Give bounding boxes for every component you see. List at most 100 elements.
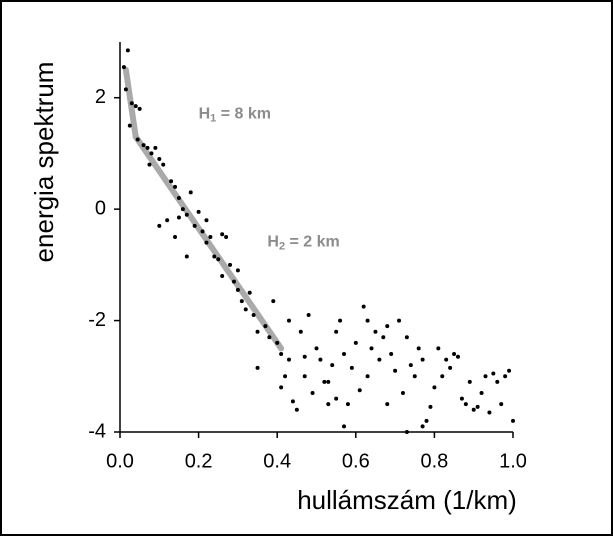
point (448, 365, 453, 370)
point (228, 262, 233, 267)
point (318, 357, 323, 362)
point (420, 424, 425, 429)
point (306, 313, 311, 317)
point (184, 212, 189, 217)
point (499, 402, 504, 407)
point (503, 374, 508, 379)
annotation-main: H (267, 234, 279, 251)
point (302, 354, 307, 359)
point (349, 365, 354, 370)
point (373, 329, 378, 334)
point (169, 179, 174, 184)
point (338, 318, 343, 323)
point (173, 184, 178, 189)
x-tick-label: 0.6 (342, 450, 370, 472)
point (135, 137, 140, 142)
point (286, 318, 291, 323)
point (444, 357, 449, 362)
point (326, 379, 331, 384)
point (147, 162, 152, 167)
point (483, 374, 488, 379)
annotation-sub: 1 (210, 112, 216, 124)
point (471, 407, 476, 412)
point (153, 145, 158, 150)
point (204, 218, 209, 223)
point (408, 363, 413, 368)
point (161, 162, 166, 167)
x-tick-label: 0.2 (185, 450, 213, 472)
point (239, 299, 244, 304)
point (176, 215, 181, 220)
point (157, 223, 162, 228)
point (377, 357, 382, 362)
x-tick-label: 0.0 (106, 450, 134, 472)
point (275, 340, 280, 345)
point (235, 287, 240, 292)
point (204, 240, 209, 245)
point (121, 65, 126, 70)
x-tick-label: 1.0 (499, 450, 527, 472)
point (157, 157, 162, 161)
point (251, 313, 256, 317)
point (467, 379, 472, 384)
annotation-rest: = 2 km (285, 234, 340, 251)
point (361, 304, 366, 309)
point (342, 424, 347, 429)
point (294, 407, 299, 412)
point (479, 391, 484, 395)
x-tick-label: 0.4 (263, 450, 291, 472)
point (180, 207, 185, 212)
point (330, 363, 335, 368)
point (192, 223, 197, 228)
point (385, 324, 390, 329)
point (286, 357, 291, 362)
point (224, 235, 229, 239)
point (314, 346, 319, 351)
point (255, 329, 260, 334)
point (141, 143, 146, 148)
point (507, 368, 512, 373)
point (137, 106, 142, 111)
point (357, 388, 362, 393)
point (127, 123, 132, 128)
annotation: H1 = 8 km (199, 106, 271, 125)
point (452, 352, 457, 356)
point (412, 374, 417, 379)
point (334, 329, 339, 334)
point (149, 151, 154, 156)
point (173, 235, 178, 239)
point (495, 379, 500, 384)
point (176, 196, 181, 200)
point (369, 346, 374, 351)
point (220, 274, 225, 278)
point (283, 374, 288, 379)
y-tick-label: 2 (95, 86, 106, 108)
annotation-rest: = 8 km (216, 106, 271, 123)
point (463, 402, 468, 407)
point (491, 371, 496, 376)
point (459, 396, 464, 401)
point (342, 352, 347, 356)
point (267, 335, 272, 340)
point (326, 402, 331, 407)
point (145, 145, 150, 150)
point (212, 254, 217, 259)
point (385, 402, 390, 407)
point (432, 385, 437, 390)
point (208, 235, 213, 239)
x-axis-title: hullámszám (1/km) (297, 485, 517, 515)
point (404, 335, 409, 340)
point (393, 368, 398, 373)
point (196, 209, 201, 214)
point (397, 318, 402, 323)
point (455, 354, 460, 359)
point (424, 418, 429, 423)
point (216, 257, 221, 262)
point (404, 430, 409, 434)
point (200, 229, 205, 234)
point (389, 352, 394, 356)
point (279, 385, 284, 390)
x-tick-label: 0.8 (420, 450, 448, 472)
point (365, 374, 370, 379)
